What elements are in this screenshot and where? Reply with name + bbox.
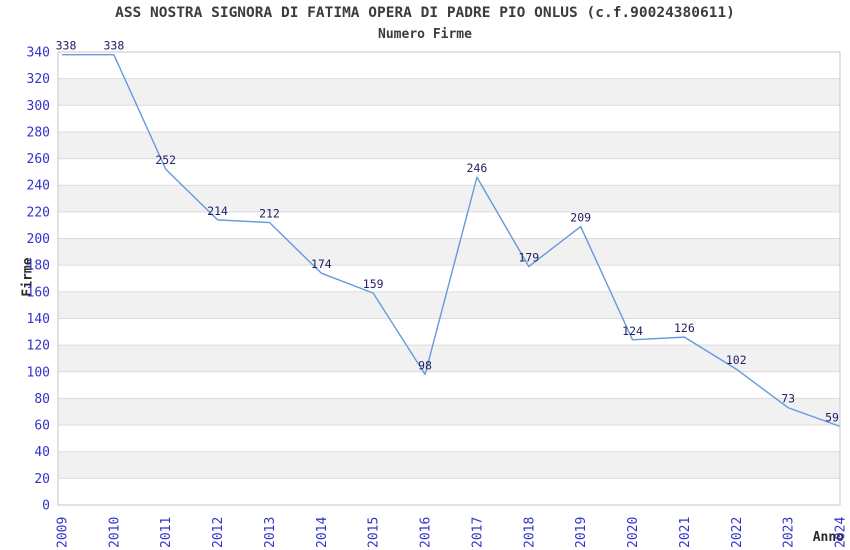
grid-band bbox=[58, 345, 840, 372]
y-tick-label: 200 bbox=[27, 232, 50, 247]
y-tick-label: 100 bbox=[27, 365, 50, 380]
y-tick-label: 120 bbox=[27, 339, 50, 354]
x-tick-label: 2017 bbox=[470, 517, 485, 548]
grid-band bbox=[58, 185, 840, 212]
point-label: 73 bbox=[781, 392, 795, 406]
x-tick-label: 2012 bbox=[211, 517, 226, 548]
point-label: 174 bbox=[311, 257, 332, 271]
point-label: 338 bbox=[56, 39, 77, 53]
grid-band bbox=[58, 78, 840, 106]
y-tick-label: 160 bbox=[27, 285, 50, 300]
grid-band bbox=[58, 238, 840, 266]
x-tick-label: 2011 bbox=[159, 517, 174, 548]
x-tick-label: 2016 bbox=[419, 517, 434, 548]
y-tick-label: 320 bbox=[27, 72, 50, 87]
y-tick-label: 280 bbox=[27, 125, 50, 140]
point-label: 246 bbox=[467, 161, 488, 175]
y-tick-label: 240 bbox=[27, 179, 50, 194]
grid-band bbox=[58, 131, 840, 159]
x-tick-label: 2021 bbox=[678, 517, 693, 548]
x-axis-label: Anno bbox=[812, 530, 844, 545]
x-tick-label: 2014 bbox=[315, 517, 330, 548]
y-tick-label: 340 bbox=[27, 46, 50, 61]
x-tick-label: 2010 bbox=[107, 517, 122, 548]
y-tick-label: 40 bbox=[34, 445, 50, 460]
point-label: 214 bbox=[207, 204, 228, 218]
x-tick-label: 2019 bbox=[574, 517, 589, 548]
point-label: 212 bbox=[259, 207, 280, 221]
point-label: 179 bbox=[518, 251, 539, 265]
chart-subtitle: Numero Firme bbox=[378, 27, 472, 42]
point-label: 252 bbox=[155, 153, 176, 167]
point-label: 59 bbox=[825, 410, 839, 424]
grid-band bbox=[58, 398, 840, 426]
data-line bbox=[62, 53, 841, 428]
y-tick-label: 0 bbox=[42, 499, 50, 514]
x-tick-label: 2015 bbox=[367, 517, 382, 548]
grid-band bbox=[58, 291, 840, 319]
point-label: 124 bbox=[622, 324, 643, 338]
x-tick-label: 2022 bbox=[730, 517, 745, 548]
point-label: 338 bbox=[103, 39, 124, 53]
y-tick-label: 80 bbox=[34, 392, 50, 407]
point-label: 102 bbox=[726, 353, 747, 367]
x-tick-label: 2024 bbox=[834, 517, 849, 548]
y-tick-label: 20 bbox=[34, 472, 50, 487]
chart-title: ASS NOSTRA SIGNORA DI FATIMA OPERA DI PA… bbox=[115, 5, 735, 21]
x-tick-label: 2013 bbox=[263, 517, 278, 548]
y-tick-label: 140 bbox=[27, 312, 50, 327]
x-tick-label: 2020 bbox=[626, 517, 641, 548]
point-label: 209 bbox=[570, 211, 591, 225]
y-tick-label: 220 bbox=[27, 205, 50, 220]
y-tick-label: 260 bbox=[27, 152, 50, 167]
y-tick-label: 180 bbox=[27, 259, 50, 274]
y-tick-label: 60 bbox=[34, 419, 50, 434]
grid-band bbox=[58, 451, 840, 479]
point-label: 126 bbox=[674, 321, 695, 335]
x-tick-label: 2009 bbox=[56, 517, 71, 548]
x-tick-label: 2023 bbox=[782, 517, 797, 548]
plot-border bbox=[57, 51, 841, 506]
point-label: 159 bbox=[363, 277, 384, 291]
y-tick-label: 300 bbox=[27, 99, 50, 114]
point-label: 98 bbox=[418, 358, 432, 372]
x-tick-label: 2018 bbox=[522, 517, 537, 548]
